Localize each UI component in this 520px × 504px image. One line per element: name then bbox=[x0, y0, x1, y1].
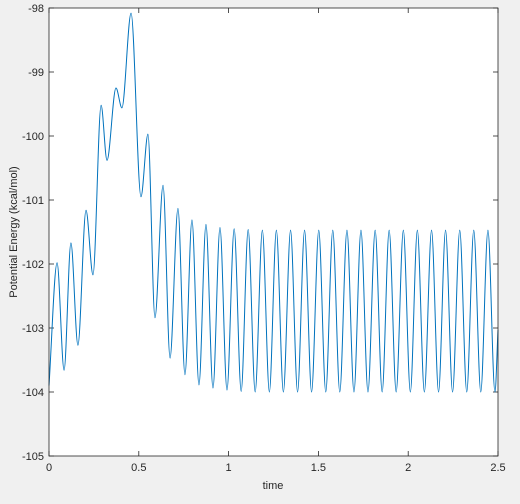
data-line bbox=[48, 12, 499, 393]
y-axis-label: Potential Energy (kcal/mol) bbox=[8, 166, 20, 297]
x-tick-label: 2 bbox=[405, 462, 411, 474]
y-tick-label: -98 bbox=[28, 3, 44, 15]
x-tick-label: 1 bbox=[226, 462, 232, 474]
y-tick-label: -104 bbox=[22, 387, 44, 399]
y-tick-label: -105 bbox=[22, 451, 44, 463]
x-axis-label: time bbox=[263, 480, 284, 492]
y-tick-label: -101 bbox=[22, 195, 44, 207]
x-tick-label: 0 bbox=[46, 462, 52, 474]
y-tick-label: -103 bbox=[22, 323, 44, 335]
x-tick-label: 2.5 bbox=[490, 462, 505, 474]
x-tick-label: 0.5 bbox=[131, 462, 146, 474]
y-tick-label: -100 bbox=[22, 131, 44, 143]
axes-box bbox=[48, 7, 499, 457]
y-tick-label: -99 bbox=[28, 67, 44, 79]
x-tick-label: 1.5 bbox=[311, 462, 326, 474]
plot-area bbox=[49, 8, 498, 456]
y-tick-label: -102 bbox=[22, 259, 44, 271]
